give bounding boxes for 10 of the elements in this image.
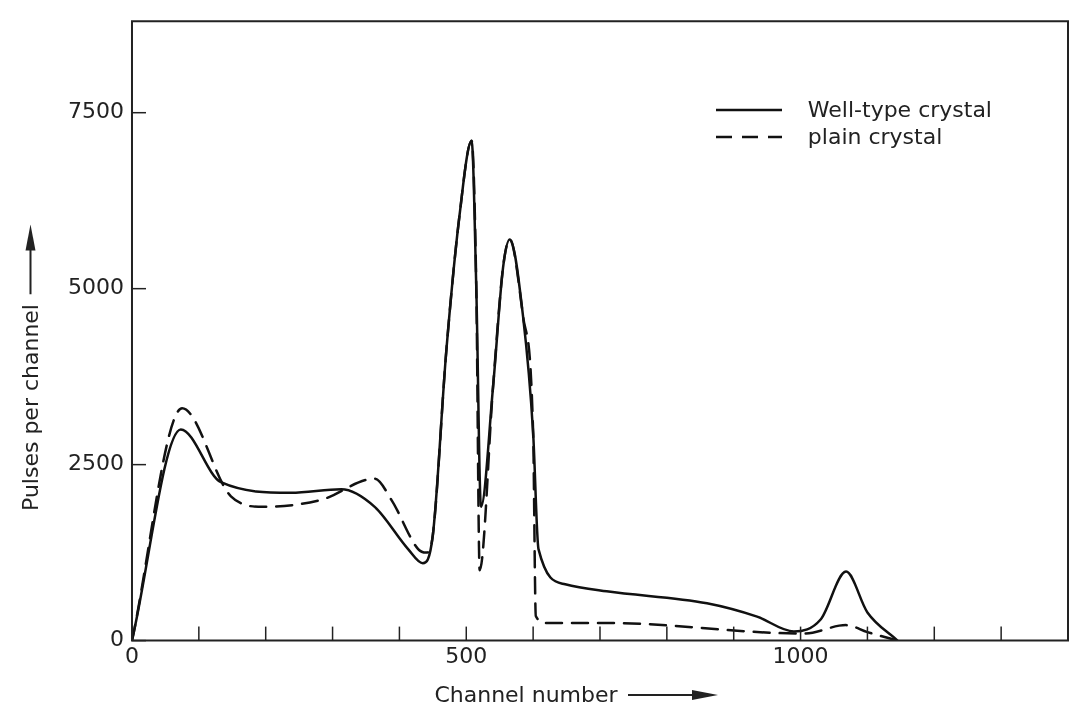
y-axis-title: Pulses per channel [17,304,43,511]
x-axis-title: Channel number [434,682,618,707]
x-tick-label: 500 [445,642,488,668]
y-tick-label: 0 [109,626,124,652]
legend-label: Well-type crystal [807,97,992,122]
y-tick-label: 5000 [67,274,124,300]
x-tick-label: 1000 [772,642,829,668]
y-tick-label: 7500 [67,98,124,124]
y-tick-label: 2500 [67,450,124,476]
legend-label: plain crystal [807,124,943,149]
